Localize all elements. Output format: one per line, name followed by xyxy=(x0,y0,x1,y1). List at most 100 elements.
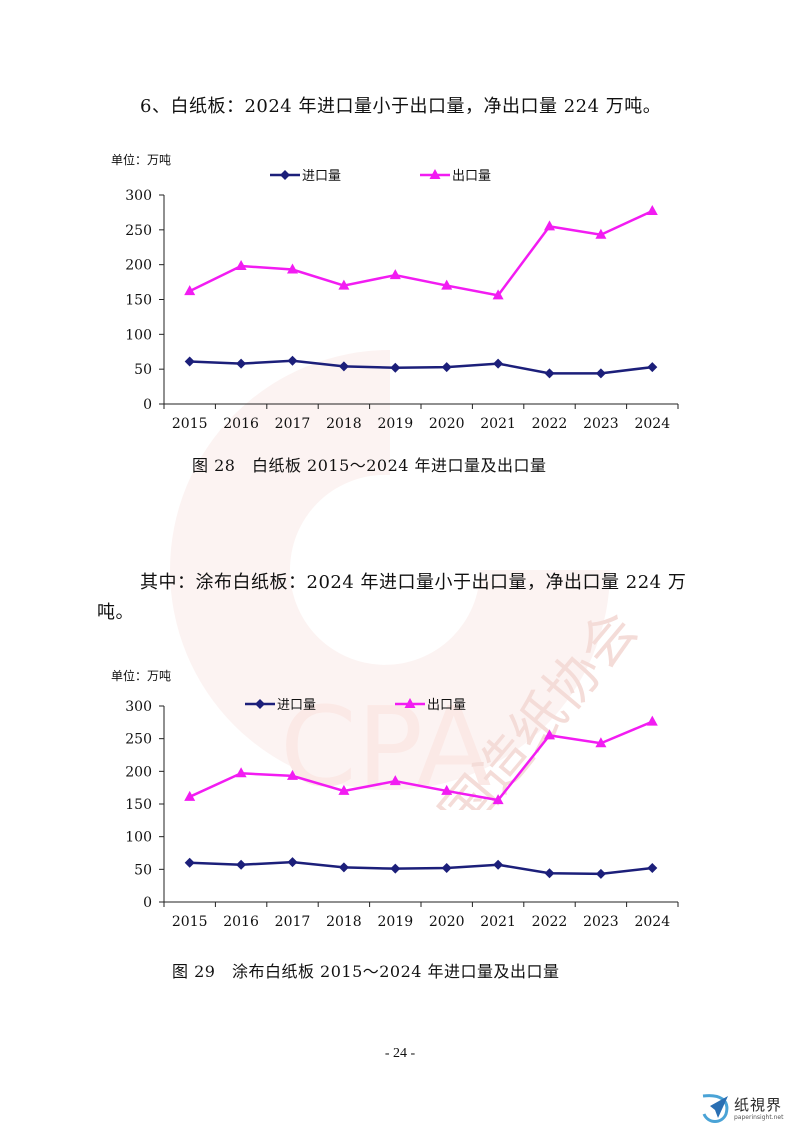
data-point-import xyxy=(441,863,452,874)
data-point-import xyxy=(493,859,504,870)
data-point-import xyxy=(647,863,658,874)
data-point-import xyxy=(647,362,658,373)
y-tick-label: 250 xyxy=(125,223,152,239)
logo-name: 纸視界 xyxy=(734,1096,783,1114)
legend-marker-import xyxy=(255,699,265,709)
x-tick-label: 2017 xyxy=(275,914,311,930)
x-tick-label: 2023 xyxy=(583,914,619,930)
data-point-import xyxy=(595,868,606,879)
data-point-export xyxy=(492,289,504,300)
data-point-export xyxy=(338,279,350,290)
legend-label-import: 进口量 xyxy=(277,698,316,713)
data-point-export xyxy=(287,263,298,274)
legend-label-export: 出口量 xyxy=(427,698,466,713)
x-tick-label: 2024 xyxy=(634,914,670,930)
y-tick-label: 200 xyxy=(125,764,152,780)
chart-28-svg: 单位：万吨 0 50 100 150 200 250 300 2015 2016 2017 2018 2… xyxy=(111,152,679,432)
x-tick-label: 2020 xyxy=(429,416,465,432)
y-tick-label: 300 xyxy=(125,699,152,715)
paper-plane-icon xyxy=(702,1094,729,1123)
data-point-export xyxy=(646,715,658,726)
x-tick-label: 2016 xyxy=(223,416,259,432)
chart-29: 单位：万吨 0 50 100 150 200 250 300 2015 2016 2017 2018 2… xyxy=(100,660,700,940)
data-point-import xyxy=(338,361,349,372)
data-point-export xyxy=(235,767,247,778)
y-tick-label: 100 xyxy=(125,830,152,846)
data-point-import xyxy=(441,362,452,373)
data-point-export xyxy=(389,269,401,280)
figure-28-caption: 图 28 白纸板 2015～2024 年进口量及出口量 xyxy=(192,456,547,475)
legend-label-import: 进口量 xyxy=(302,169,341,184)
y-tick-label: 0 xyxy=(143,397,152,413)
legend-label-export: 出口量 xyxy=(452,169,491,184)
legend-marker-export xyxy=(404,698,416,708)
x-tick-label: 2015 xyxy=(172,914,208,930)
x-tick-label: 2016 xyxy=(223,914,259,930)
data-point-import xyxy=(287,355,298,366)
data-point-export xyxy=(184,285,196,296)
data-point-export xyxy=(184,790,196,801)
data-point-export xyxy=(235,260,247,271)
x-tick-label: 2017 xyxy=(275,416,311,432)
data-point-import xyxy=(390,863,401,874)
y-tick-label: 50 xyxy=(134,862,152,878)
data-point-export xyxy=(646,205,658,216)
page-number: - 24 - xyxy=(384,1046,416,1061)
y-tick-label: 200 xyxy=(125,258,152,274)
data-point-import xyxy=(236,859,247,870)
data-point-import xyxy=(184,356,195,367)
data-point-export xyxy=(492,794,504,805)
y-tick-label: 300 xyxy=(125,188,152,204)
data-point-export xyxy=(441,784,453,795)
y-tick-label: 0 xyxy=(143,895,152,911)
y-tick-label: 250 xyxy=(125,732,152,748)
chart-unit-label: 单位：万吨 xyxy=(111,152,171,167)
series-line-export xyxy=(189,720,653,802)
data-point-import xyxy=(287,857,298,868)
data-point-export xyxy=(441,279,453,290)
chart-28: 单位：万吨 0 50 100 150 200 250 300 2015 2016 2017 2018 2… xyxy=(100,150,700,440)
x-tick-label: 2021 xyxy=(480,914,516,930)
data-point-import xyxy=(390,362,401,373)
data-point-import xyxy=(544,868,555,879)
series-line-import xyxy=(189,359,653,375)
y-tick-label: 150 xyxy=(125,293,152,309)
series-line-export xyxy=(189,209,653,297)
data-point-export xyxy=(287,769,298,780)
body-paragraph: 其中：涂布白纸板：2024 年进口量小于出口量，净出口量 224 万吨。 xyxy=(97,572,687,623)
data-point-export xyxy=(389,775,401,786)
legend-marker-import xyxy=(280,170,290,180)
x-tick-label: 2020 xyxy=(429,914,465,930)
chart-unit-label: 单位：万吨 xyxy=(111,668,171,683)
legend-marker-export xyxy=(429,169,441,179)
data-point-import xyxy=(595,368,606,379)
brand-logo: 纸視界 paperinsight.net xyxy=(700,1092,800,1132)
x-tick-label: 2021 xyxy=(480,416,516,432)
data-point-export xyxy=(338,784,350,795)
x-tick-label: 2019 xyxy=(377,416,413,432)
x-tick-label: 2018 xyxy=(326,416,362,432)
x-tick-label: 2015 xyxy=(172,416,208,432)
x-tick-label: 2022 xyxy=(532,914,568,930)
y-tick-label: 50 xyxy=(134,362,152,378)
figure-29-caption: 图 29 涂布白纸板 2015～2024 年进口量及出口量 xyxy=(172,962,560,981)
y-tick-label: 150 xyxy=(125,797,152,813)
x-tick-label: 2018 xyxy=(326,914,362,930)
series-line-import xyxy=(189,860,653,876)
chart-29-svg: 单位：万吨 0 50 100 150 200 250 300 2015 2016 2017 2018 2… xyxy=(111,668,679,930)
data-point-import xyxy=(493,358,504,369)
x-tick-label: 2022 xyxy=(532,416,568,432)
data-point-import xyxy=(184,857,195,868)
logo-url: paperinsight.net xyxy=(734,1114,784,1121)
x-tick-label: 2019 xyxy=(377,914,413,930)
data-point-export xyxy=(544,220,555,231)
data-point-import xyxy=(236,358,247,369)
data-point-import xyxy=(544,368,555,379)
data-point-export xyxy=(544,729,555,740)
x-tick-label: 2023 xyxy=(583,416,619,432)
data-point-export xyxy=(595,737,607,748)
x-tick-label: 2024 xyxy=(634,416,670,432)
y-tick-label: 100 xyxy=(125,327,152,343)
section-heading: 6、白纸板：2024 年进口量小于出口量，净出口量 224 万吨。 xyxy=(140,96,662,117)
data-point-import xyxy=(338,862,349,873)
